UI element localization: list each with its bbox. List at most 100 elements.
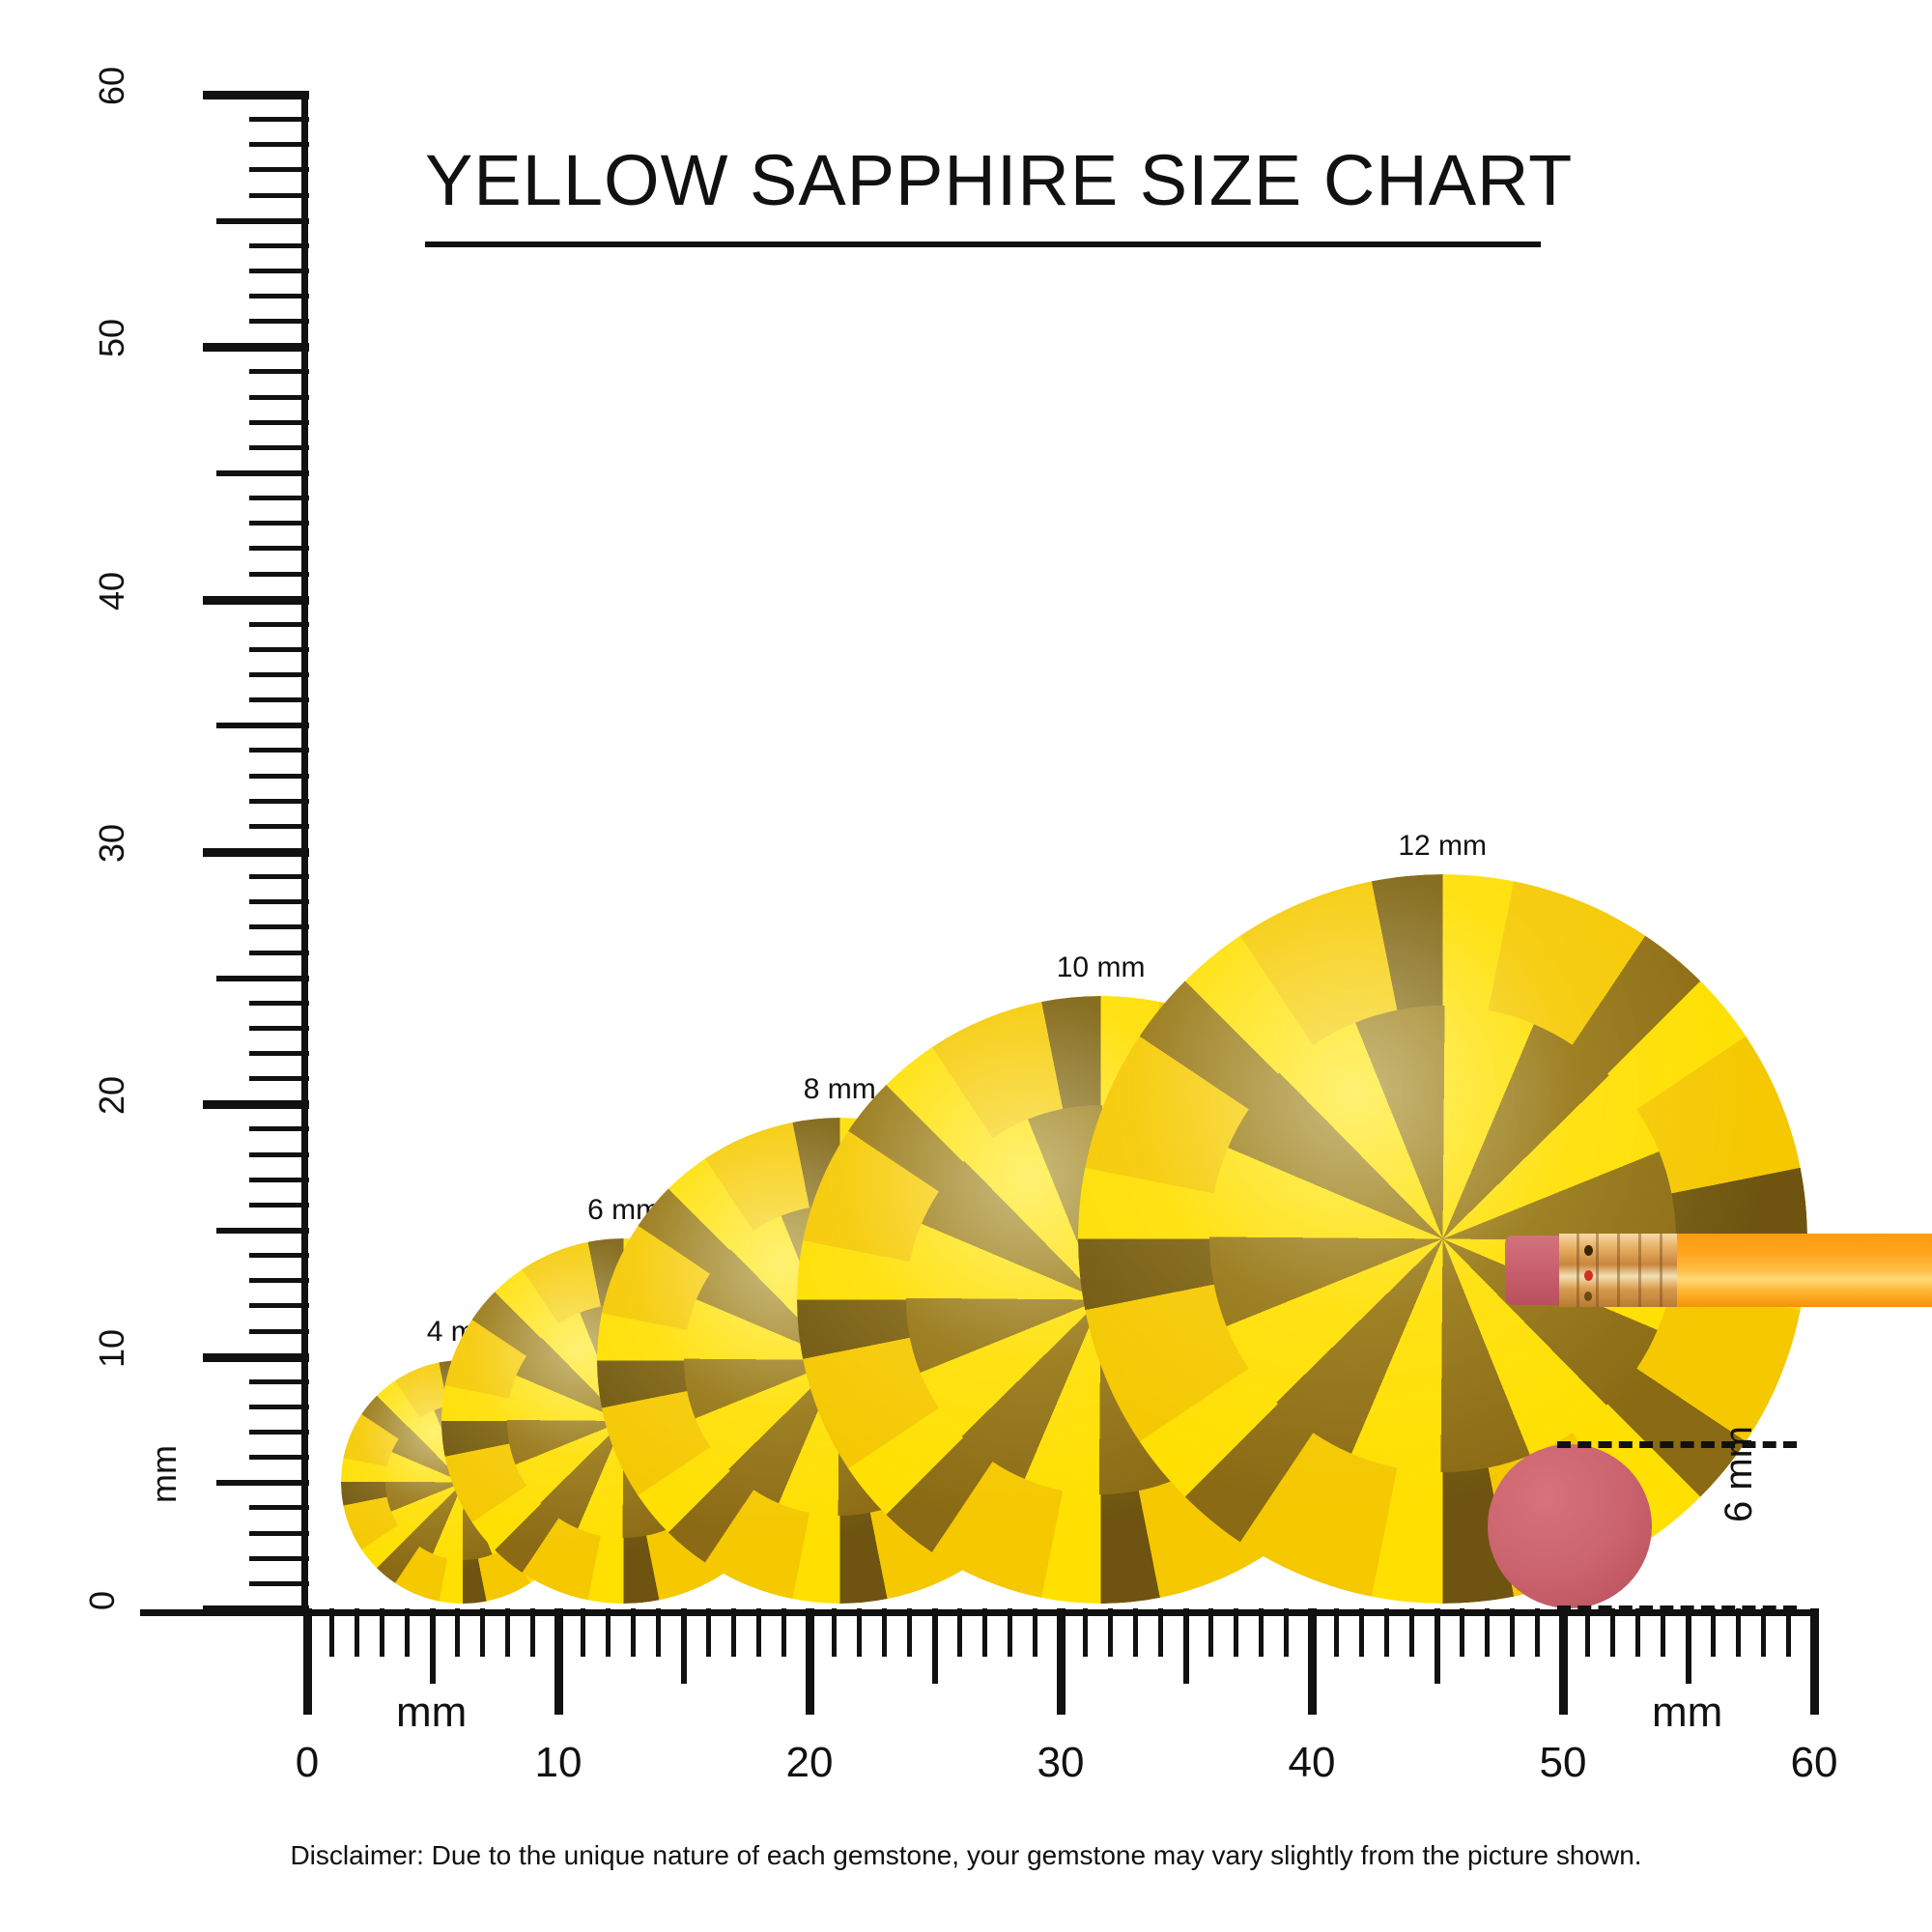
- horizontal-ruler-tick: [781, 1608, 786, 1657]
- horizontal-ruler-tick: [1485, 1608, 1490, 1657]
- vertical-ruler-tick: [249, 294, 309, 299]
- horizontal-ruler-tick: [1259, 1608, 1264, 1657]
- horizontal-ruler-tick: [1460, 1608, 1464, 1657]
- vertical-ruler-tick: [249, 621, 309, 627]
- vertical-ruler-tick: [249, 924, 309, 930]
- vertical-ruler-tick: [249, 1580, 309, 1586]
- vertical-ruler-tick: [249, 142, 309, 148]
- vertical-ruler-tick: [249, 697, 309, 703]
- horizontal-ruler-tick: [530, 1608, 535, 1657]
- pencil-ferrule: [1559, 1234, 1679, 1307]
- vertical-ruler-unit: mm: [143, 1445, 184, 1504]
- vertical-ruler-tick: [216, 1228, 309, 1234]
- horizontal-ruler-tick: [1308, 1608, 1317, 1715]
- vertical-ruler-tick: [249, 874, 309, 880]
- vertical-ruler-tick: [203, 595, 309, 605]
- horizontal-ruler-tick: [1810, 1608, 1819, 1715]
- vertical-ruler-label: 50: [92, 319, 132, 358]
- horizontal-ruler-tick: [1183, 1608, 1189, 1684]
- horizontal-ruler-label: 20: [785, 1739, 834, 1786]
- horizontal-ruler-tick: [1661, 1608, 1665, 1657]
- horizontal-ruler-tick: [706, 1608, 711, 1657]
- horizontal-ruler: [303, 1608, 1819, 1724]
- horizontal-ruler-tick: [1334, 1608, 1339, 1657]
- horizontal-ruler-label: 50: [1539, 1739, 1587, 1786]
- horizontal-ruler-tick: [1510, 1608, 1515, 1657]
- horizontal-ruler-tick: [505, 1608, 510, 1657]
- vertical-ruler-tick: [216, 723, 309, 729]
- vertical-ruler-tick: [203, 848, 309, 857]
- vertical-ruler-tick: [249, 571, 309, 577]
- vertical-ruler-tick: [249, 1430, 309, 1435]
- horizontal-ruler-tick: [982, 1608, 987, 1657]
- vertical-ruler: [140, 91, 309, 1614]
- vertical-ruler-tick: [249, 1202, 309, 1208]
- horizontal-ruler-tick: [1686, 1608, 1691, 1684]
- horizontal-ruler-tick: [631, 1608, 636, 1657]
- vertical-ruler-label: 40: [92, 571, 132, 611]
- vertical-ruler-tick: [249, 167, 309, 173]
- vertical-ruler-tick: [249, 950, 309, 955]
- horizontal-ruler-tick: [1559, 1608, 1568, 1715]
- horizontal-ruler-tick: [1635, 1608, 1640, 1657]
- vertical-ruler-tick: [203, 1100, 309, 1110]
- callout-dash-bottom: [1557, 1605, 1797, 1612]
- horizontal-ruler-tick: [1535, 1608, 1540, 1657]
- horizontal-ruler-tick: [380, 1608, 384, 1657]
- vertical-ruler-tick: [249, 192, 309, 198]
- vertical-ruler-tick: [249, 1253, 309, 1259]
- horizontal-ruler-label: 0: [295, 1739, 320, 1786]
- horizontal-ruler-label: 60: [1790, 1739, 1838, 1786]
- horizontal-ruler-unit: mm: [396, 1689, 468, 1736]
- callout-dash-top: [1557, 1441, 1797, 1448]
- vertical-ruler-tick: [249, 496, 309, 501]
- vertical-ruler-tick: [203, 1352, 309, 1362]
- vertical-ruler-tick: [249, 1151, 309, 1157]
- vertical-ruler-tick: [249, 444, 309, 450]
- pencil-body: [1677, 1234, 1932, 1307]
- horizontal-ruler-tick: [303, 1608, 312, 1715]
- horizontal-ruler-tick: [1736, 1608, 1741, 1657]
- vertical-ruler-tick: [249, 1278, 309, 1284]
- horizontal-ruler-tick: [1208, 1608, 1213, 1657]
- vertical-ruler-label: 30: [92, 823, 132, 864]
- horizontal-ruler-tick: [1234, 1608, 1238, 1657]
- vertical-ruler-tick: [249, 1000, 309, 1006]
- vertical-ruler-tick: [249, 319, 309, 325]
- vertical-ruler-tick: [249, 1051, 309, 1057]
- vertical-ruler-tick: [249, 773, 309, 779]
- horizontal-ruler-unit: mm: [1652, 1689, 1723, 1736]
- horizontal-ruler-tick: [1008, 1608, 1012, 1657]
- vertical-ruler-label: 0: [82, 1590, 123, 1611]
- vertical-ruler-tick: [249, 369, 309, 375]
- horizontal-ruler-tick: [907, 1608, 912, 1657]
- horizontal-ruler-tick: [405, 1608, 410, 1657]
- vertical-ruler-tick: [249, 1177, 309, 1182]
- horizontal-ruler-tick: [581, 1608, 585, 1657]
- vertical-ruler-tick: [249, 1328, 309, 1334]
- horizontal-ruler-tick: [355, 1608, 359, 1657]
- pencil-eraser-tip: [1505, 1236, 1561, 1305]
- horizontal-ruler-tick: [1409, 1608, 1414, 1657]
- horizontal-ruler-tick: [1384, 1608, 1389, 1657]
- horizontal-ruler-tick: [832, 1608, 837, 1657]
- horizontal-ruler-tick: [681, 1608, 687, 1684]
- horizontal-ruler-tick: [932, 1608, 938, 1684]
- vertical-ruler-tick: [249, 798, 309, 804]
- horizontal-ruler-tick: [1610, 1608, 1615, 1657]
- vertical-ruler-tick: [249, 899, 309, 905]
- horizontal-ruler-label: 10: [534, 1739, 582, 1786]
- eraser-size-callout-text: 6 mm: [1718, 1426, 1760, 1522]
- eraser-size-callout: 6 mm: [1718, 1426, 1797, 1608]
- horizontal-ruler-tick: [554, 1608, 563, 1715]
- vertical-ruler-tick: [203, 343, 309, 353]
- vertical-ruler-tick: [216, 217, 309, 224]
- horizontal-ruler-tick: [1108, 1608, 1113, 1657]
- horizontal-ruler-tick: [756, 1608, 761, 1657]
- vertical-ruler-tick: [249, 1303, 309, 1309]
- vertical-ruler-tick: [249, 242, 309, 248]
- horizontal-ruler-tick: [1083, 1608, 1088, 1657]
- title-underline: [425, 242, 1541, 247]
- pencil-reference: [1505, 1222, 1932, 1319]
